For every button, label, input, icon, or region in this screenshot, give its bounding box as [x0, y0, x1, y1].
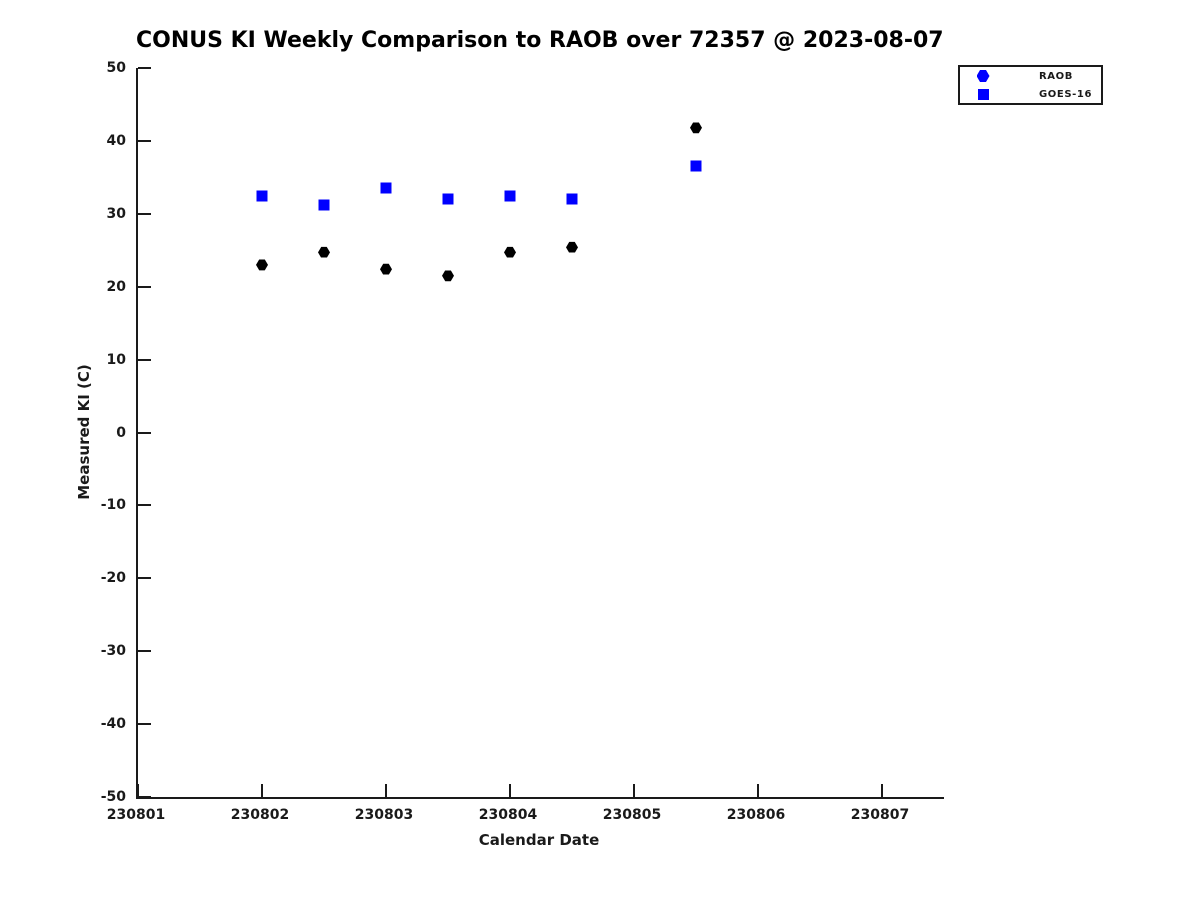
- data-point-goes16: [566, 193, 578, 205]
- y-axis-label: Measured KI (C): [75, 364, 93, 500]
- y-tick-label: -50: [100, 789, 126, 805]
- x-tick-label: 230806: [726, 807, 786, 823]
- y-tick: [138, 139, 151, 142]
- data-point-raob: [566, 241, 578, 253]
- y-tick: [138, 212, 151, 215]
- y-tick: [138, 796, 151, 798]
- y-tick: [138, 67, 151, 69]
- y-tick-label: 0: [116, 424, 126, 441]
- legend-label-goes16: GOES-16: [1039, 88, 1093, 100]
- y-tick-label: 50: [106, 60, 126, 76]
- legend-item-goes16: GOES-16: [960, 87, 1101, 102]
- x-tick-label: 230803: [354, 807, 414, 823]
- plot-area: [136, 67, 944, 799]
- x-tick-label: 230802: [230, 807, 290, 823]
- goes16-square-marker-icon: [960, 88, 1006, 100]
- y-tick-label: 20: [106, 278, 126, 295]
- data-point-raob: [442, 270, 454, 282]
- x-tick: [509, 784, 511, 797]
- x-tick-label: 230805: [602, 807, 662, 823]
- data-point-raob: [690, 122, 702, 134]
- y-tick: [138, 285, 151, 288]
- x-tick: [633, 784, 635, 797]
- legend-box: RAOB GOES-16: [958, 65, 1103, 105]
- y-tick-label: 40: [106, 132, 126, 149]
- x-tick: [261, 784, 263, 797]
- data-point-goes16: [318, 199, 330, 211]
- y-tick: [138, 358, 151, 361]
- x-tick: [757, 784, 759, 797]
- data-point-goes16: [256, 190, 268, 202]
- data-point-raob: [318, 246, 330, 258]
- data-point-goes16: [380, 182, 392, 194]
- legend-label-raob: RAOB: [1039, 70, 1073, 82]
- y-tick: [138, 504, 151, 507]
- data-point-raob: [380, 263, 392, 275]
- data-point-goes16: [442, 193, 454, 205]
- y-tick: [138, 577, 151, 580]
- chart-title: CONUS KI Weekly Comparison to RAOB over …: [136, 28, 944, 53]
- data-point-goes16: [504, 190, 516, 202]
- y-tick-label: 10: [106, 351, 126, 368]
- x-axis-label: Calendar Date: [478, 831, 600, 849]
- x-tick-label: 230801: [106, 807, 166, 823]
- data-point-raob: [504, 246, 516, 258]
- y-tick-label: -20: [100, 570, 126, 587]
- y-tick-label: 30: [106, 205, 126, 222]
- data-point-goes16: [690, 160, 702, 172]
- y-tick: [138, 431, 151, 434]
- y-tick-label: -30: [100, 643, 126, 660]
- y-tick-label: -10: [100, 497, 126, 514]
- y-tick-label: -40: [100, 716, 126, 733]
- x-tick: [881, 784, 883, 797]
- y-tick: [138, 650, 151, 653]
- x-tick: [137, 784, 139, 797]
- x-tick-label: 230804: [478, 807, 538, 823]
- data-point-raob: [256, 259, 268, 271]
- legend-item-raob: RAOB: [960, 69, 1101, 84]
- x-tick: [385, 784, 387, 797]
- x-tick-label: 230807: [850, 807, 910, 823]
- y-tick: [138, 723, 151, 726]
- raob-hexagon-marker-icon: [960, 70, 1006, 82]
